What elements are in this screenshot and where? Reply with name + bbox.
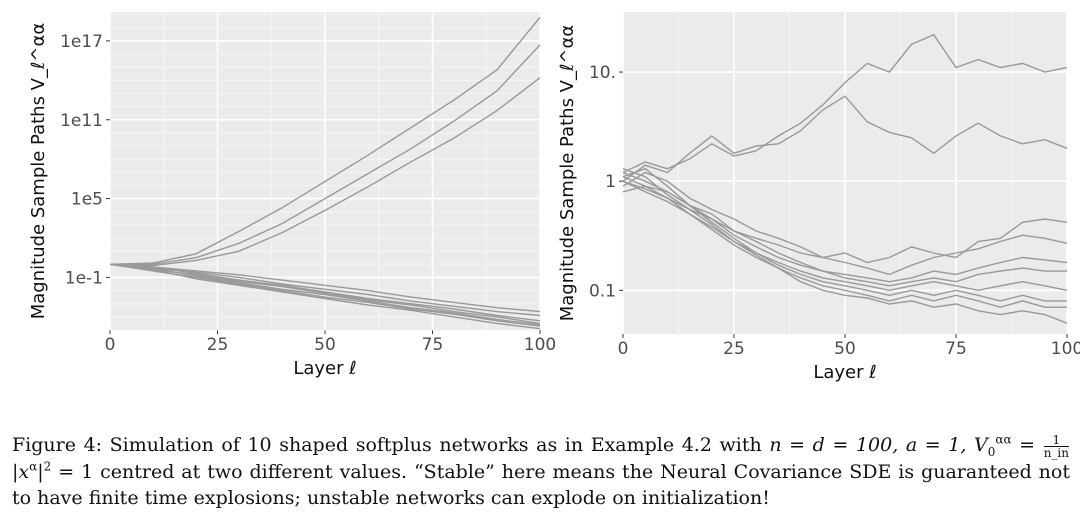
caption-sup: αα [995,432,1012,447]
caption-frac-num: 1 [1043,434,1069,447]
y-tick-label: 1e11 [60,111,103,131]
left-chart-svg: 0 25 50 75 100 1e-1 1e5 1e11 1e17 Layer ℓ Magnitud… [28,12,556,379]
left-chart: 0 25 50 75 100 1e-1 1e5 1e11 1e17 Layer ℓ Magnitud… [0,0,556,400]
x-tick-label: 25 [207,335,229,355]
caption-part1: Figure 4: Simulation of 10 shaped softpl… [12,434,770,456]
sample-path-line [622,176,1068,264]
y-tick-label: 10. [589,63,616,83]
sample-path-line [622,171,1067,287]
y-axis-title: Magnitude Sample Paths V_ℓ^αα [557,25,578,322]
x-axis-title: Layer ℓ [813,362,876,383]
caption-sq: 2 [43,459,52,474]
caption-abs-sup: α [29,459,38,474]
y-tick-label: 1e17 [60,32,103,52]
y-tick-label: 1e5 [71,190,103,210]
x-axis-title: Layer ℓ [293,358,356,379]
sample-path-line [622,180,1068,283]
sample-path-line [110,44,541,265]
caption-math: n = d = 100, a = 1, V [769,434,988,456]
sample-path-line [109,16,541,265]
right-chart-svg: 0 25 50 75 100 0.1 1 10. Layer ℓ Magnitude Sample… [557,12,1080,383]
sample-path-line [622,168,1068,324]
sample-path-line [109,263,541,322]
caption-abs: |x [12,460,30,483]
sample-path-line [109,263,541,330]
y-tick-label: 0.1 [589,281,616,301]
y-axis-title: Magnitude Sample Paths V_ℓ^αα [28,23,49,320]
x-tick-label: 50 [314,335,336,355]
caption-sub: 0 [987,444,996,459]
sample-path-line [622,95,1068,182]
caption-abs-close: | [37,460,44,483]
sample-path-line [622,33,1068,174]
caption-part2: = 1 centred at two different values. “St… [12,460,1070,509]
sample-path-line [622,167,1067,302]
x-tick-label: 100 [1051,339,1080,359]
x-tick-label: 50 [834,339,856,359]
sample-path-line [109,77,541,267]
x-tick-label: 75 [422,335,444,355]
x-tick-label: 0 [105,335,116,355]
x-tick-label: 0 [618,339,629,359]
figure: 0 25 50 75 100 1e-1 1e5 1e11 1e17 Layer ℓ Magnitud… [0,0,1080,400]
sample-path-line [622,171,1068,276]
sample-path-line [109,263,541,326]
figure-caption: Figure 4: Simulation of 10 shaped softpl… [12,432,1070,509]
x-tick-label: 75 [945,339,967,359]
caption-frac-den: n_in [1043,445,1069,460]
right-chart: 0 25 50 75 100 0.1 1 10. Layer ℓ Magnitude Sample… [540,0,1080,400]
y-tick-label: 1 [605,172,616,192]
x-tick-label: 100 [524,335,556,355]
caption-fraction: 1 n_in [1043,434,1069,460]
x-tick-label: 25 [723,339,745,359]
y-tick-label: 1e-1 [65,268,103,288]
sample-path-line [622,180,1067,308]
sample-path-line [109,263,541,313]
